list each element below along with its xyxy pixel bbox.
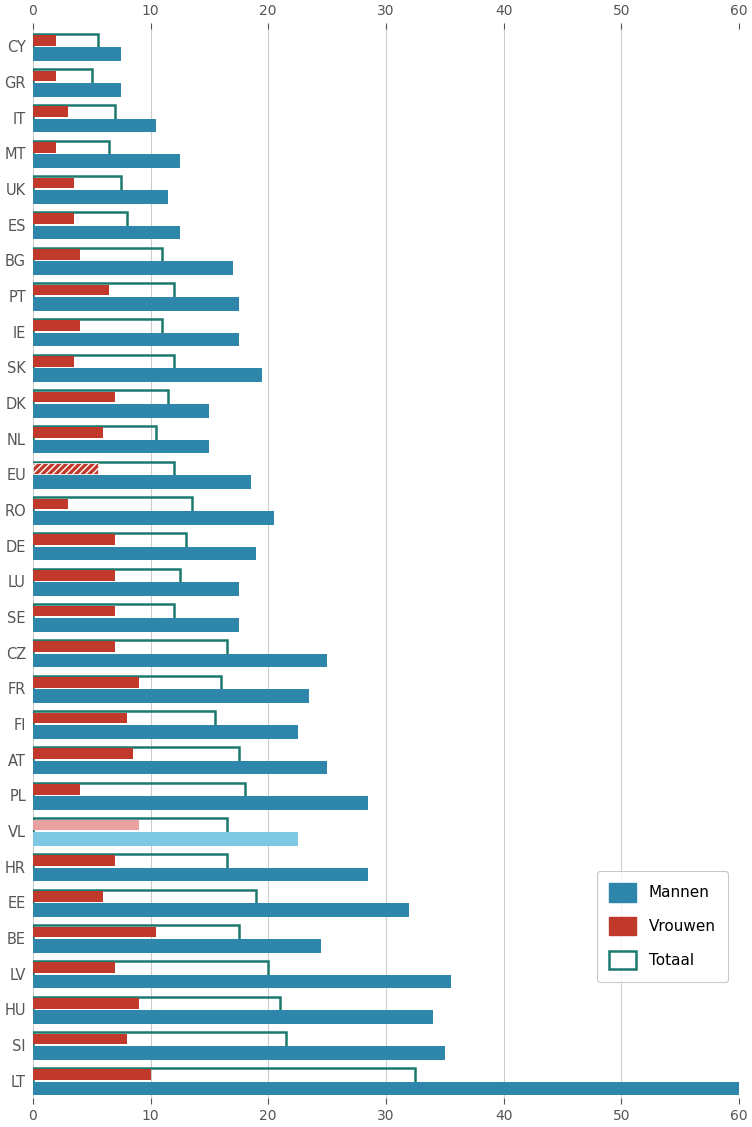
Bar <box>33 427 104 438</box>
Bar <box>33 225 180 239</box>
Bar <box>33 677 139 687</box>
Bar <box>33 212 127 236</box>
Bar <box>33 390 168 414</box>
Bar <box>33 782 244 806</box>
Bar <box>33 961 268 984</box>
Bar <box>33 463 98 473</box>
Bar <box>33 118 156 132</box>
Bar <box>33 1082 745 1095</box>
Bar <box>33 904 410 917</box>
Bar <box>33 319 162 343</box>
Bar <box>33 190 168 204</box>
Bar <box>33 962 115 973</box>
Bar <box>33 35 56 46</box>
Bar <box>33 975 450 988</box>
Bar <box>33 868 368 881</box>
Bar <box>33 1046 444 1059</box>
Bar <box>33 71 56 81</box>
Bar <box>33 925 239 949</box>
Bar <box>33 285 109 295</box>
Bar <box>33 34 98 57</box>
Bar <box>33 1010 433 1024</box>
Bar <box>33 711 215 735</box>
Bar <box>33 761 327 774</box>
Bar <box>33 1068 415 1091</box>
Bar <box>33 725 298 738</box>
Bar <box>33 640 227 663</box>
Bar <box>33 320 80 331</box>
Bar <box>33 832 298 845</box>
Bar <box>33 511 274 525</box>
Bar <box>33 890 104 902</box>
Bar <box>33 534 115 545</box>
Bar <box>33 356 74 366</box>
Bar <box>33 105 115 128</box>
Bar <box>33 570 115 580</box>
Bar <box>33 405 209 418</box>
Bar <box>33 462 174 485</box>
Bar <box>33 261 233 275</box>
Bar <box>33 784 80 795</box>
Bar <box>33 248 162 270</box>
Bar <box>33 854 227 877</box>
Bar <box>33 106 68 117</box>
Bar <box>33 298 239 311</box>
Bar <box>33 249 80 259</box>
Bar <box>33 142 56 152</box>
Bar <box>33 533 186 557</box>
Bar <box>33 440 209 453</box>
Bar <box>33 604 174 628</box>
Bar <box>33 889 256 913</box>
Bar <box>33 939 321 952</box>
Bar <box>33 1032 286 1056</box>
Bar <box>33 47 121 61</box>
Bar <box>33 819 139 831</box>
Bar <box>33 569 180 592</box>
Bar <box>33 391 115 402</box>
Bar <box>33 83 121 97</box>
Legend: Mannen, Vrouwen, Totaal: Mannen, Vrouwen, Totaal <box>596 871 728 982</box>
Bar <box>33 618 239 631</box>
Bar <box>33 583 239 596</box>
Bar <box>33 747 239 770</box>
Bar <box>33 547 256 560</box>
Bar <box>33 497 192 521</box>
Bar <box>33 605 115 616</box>
Bar <box>33 177 121 199</box>
Bar <box>33 426 156 450</box>
Bar <box>33 996 280 1020</box>
Bar <box>33 654 327 667</box>
Bar <box>33 676 221 699</box>
Bar <box>33 355 174 378</box>
Bar <box>33 1033 127 1045</box>
Bar <box>33 332 239 346</box>
Bar <box>33 476 250 489</box>
Bar <box>33 141 109 163</box>
Bar <box>33 797 368 810</box>
Bar <box>33 178 74 188</box>
Bar <box>33 1070 150 1080</box>
Bar <box>33 818 227 842</box>
Bar <box>33 369 262 382</box>
Bar <box>33 498 68 509</box>
Bar <box>33 855 115 866</box>
Bar <box>33 154 180 168</box>
Bar <box>33 748 133 758</box>
Bar <box>33 70 92 92</box>
Bar <box>33 283 174 307</box>
Bar <box>33 213 74 224</box>
Bar <box>33 641 115 651</box>
Bar <box>33 926 156 938</box>
Bar <box>33 712 127 724</box>
Bar <box>33 690 309 703</box>
Bar <box>33 997 139 1009</box>
